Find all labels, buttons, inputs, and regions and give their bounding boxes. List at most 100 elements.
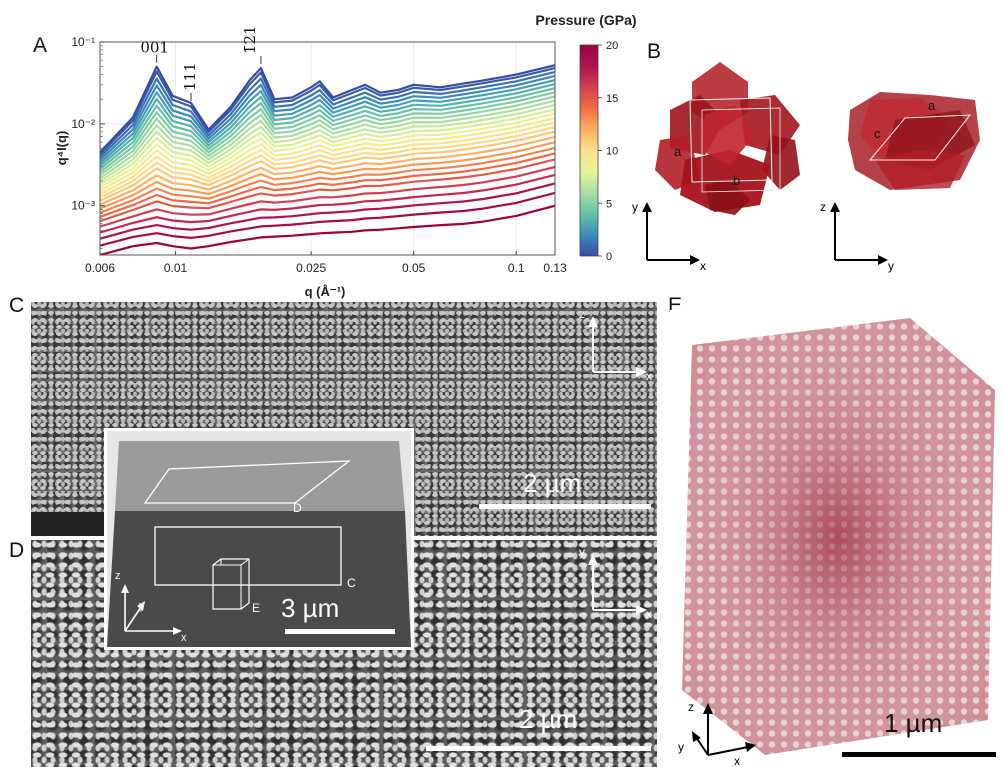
pressure-curve xyxy=(100,91,555,173)
pressure-curve xyxy=(100,182,555,240)
peak-labels: 001 111 1̄21 xyxy=(140,25,262,101)
x-tick-label: 0.05 xyxy=(402,261,426,275)
inset-label-c: C xyxy=(347,576,356,590)
colorbar-tick-label: 0 xyxy=(606,251,612,263)
axis-b-left-h: x xyxy=(700,259,706,273)
axes-icon-d: y x xyxy=(579,545,652,621)
pressure-curve xyxy=(100,191,555,247)
x-tick-label: 0.006 xyxy=(85,261,115,275)
peak-label: 111 xyxy=(181,62,199,91)
pressure-curve xyxy=(100,64,555,153)
axis-b-left-v: y xyxy=(632,200,638,214)
axes-icon-b-left: y x xyxy=(632,200,706,273)
tomogram-volume xyxy=(682,318,995,755)
inset-label-e: E xyxy=(252,601,260,615)
axes-icon-c: z x xyxy=(579,307,652,383)
pressure-curve xyxy=(100,79,555,164)
peak-label: 1̄21 xyxy=(241,25,259,54)
inset-axis-x: x xyxy=(181,632,187,644)
pressure-curve xyxy=(100,74,555,161)
colorbar-title: Pressure (GPa) xyxy=(535,12,636,28)
pressure-curve xyxy=(100,173,555,234)
pressure-curve xyxy=(100,70,555,158)
y-tick-label: 10⁻¹ xyxy=(71,35,95,49)
axes-icon-e: z y x xyxy=(678,700,756,767)
scale-text-d: 2 µm xyxy=(519,704,578,734)
pressure-curve xyxy=(100,125,555,199)
pressure-curve xyxy=(100,130,555,202)
panel-c-dark-edge xyxy=(31,512,111,536)
panel-label-d: D xyxy=(9,539,25,562)
colorbar-tick-label: 15 xyxy=(606,93,618,105)
pressure-curve xyxy=(100,121,555,196)
scale-bar-c xyxy=(479,504,651,509)
crystal-left-label-a: a xyxy=(674,144,682,159)
crystal-right-label-a: a xyxy=(928,98,936,113)
pressure-curve xyxy=(100,141,555,210)
pressure-curve xyxy=(100,112,555,189)
pressure-curve xyxy=(100,95,555,176)
y-tick-label: 10⁻² xyxy=(71,117,95,131)
x-ticks: 0.006 0.01 0.025 0.05 0.1 0.13 xyxy=(85,251,567,275)
panel-label-b: B xyxy=(647,40,662,63)
inset-box-c xyxy=(154,526,342,586)
x-tick-label: 0.1 xyxy=(508,261,525,275)
sem-panel-d: y x 2 µm xyxy=(31,540,657,767)
inset-box-d xyxy=(143,460,352,504)
pressure-curve xyxy=(100,116,555,192)
axis-c-h: x xyxy=(646,369,652,383)
colorbar-tick-label: 20 xyxy=(606,40,618,52)
scale-bar-e xyxy=(842,752,996,757)
x-axis-title: q (Å⁻¹) xyxy=(305,284,346,299)
panel-label-c: C xyxy=(9,294,25,317)
pressure-curve xyxy=(100,158,555,223)
axis-b-right-v: z xyxy=(820,200,826,214)
inset-drawing: D C E z y x xyxy=(107,431,411,647)
axis-b-right-h: y xyxy=(888,259,894,273)
colorbar-tick-label: 10 xyxy=(606,146,618,158)
axis-d-h: x xyxy=(646,607,652,621)
inset-axes-icon: z y x xyxy=(115,570,187,644)
axis-c-v: z xyxy=(579,307,585,321)
inset-label-d: D xyxy=(293,501,302,515)
pressure-curve xyxy=(100,83,555,167)
pressure-curve xyxy=(100,204,555,255)
axis-d-v: y xyxy=(579,545,585,559)
inset-axis-z: z xyxy=(115,570,121,582)
scale-bar-d xyxy=(426,746,651,751)
saxs-chart: 0.006 0.01 0.025 0.05 0.1 0.13 10⁻³ 10⁻² 10⁻¹ 0… xyxy=(54,12,637,299)
crystal-right: a c xyxy=(848,92,980,190)
y-tick-label: 10⁻³ xyxy=(71,199,95,213)
axis-e-x: x xyxy=(734,754,740,767)
colorbar xyxy=(579,44,599,257)
pressure-curve xyxy=(100,135,555,206)
crystal-left: a b xyxy=(655,62,800,215)
pressure-curve xyxy=(100,103,555,183)
x-tick-label: 0.025 xyxy=(296,261,326,275)
pressure-curve xyxy=(100,146,555,214)
pressure-curve xyxy=(100,108,555,186)
x-tick-label: 0.01 xyxy=(164,261,188,275)
panel-b-crystals: a b a c y x z y xyxy=(632,62,980,273)
tomogram-panel-e: z y x 1 µm xyxy=(670,310,1003,767)
y-axis-title: q⁴I(q) xyxy=(54,131,69,166)
inset-scale-text: 3 µm xyxy=(281,593,340,623)
inset-scale-bar xyxy=(285,629,395,634)
colorbar-tick-label: 5 xyxy=(606,198,612,210)
peak-label: 001 xyxy=(140,39,169,57)
pressure-curve xyxy=(100,152,555,218)
inset-axis-y: y xyxy=(139,600,145,612)
pressure-curve xyxy=(100,99,555,180)
pressure-curve xyxy=(100,165,555,228)
panel-label-a: A xyxy=(33,34,48,57)
pressure-curve xyxy=(100,87,555,170)
pressure-curve xyxy=(100,67,555,156)
axis-e-z: z xyxy=(688,700,694,714)
x-tick-label: 0.13 xyxy=(543,261,567,275)
axes-icon-b-right: z y xyxy=(820,200,894,273)
inset-overview: D C E z y x 3 µm xyxy=(104,428,414,650)
crystal-left-label-b: b xyxy=(733,173,740,188)
colorbar-ticks: 0 5 10 15 20 xyxy=(598,40,618,263)
axis-e-y: y xyxy=(678,740,684,754)
scale-text-c: 2 µm xyxy=(523,468,582,498)
